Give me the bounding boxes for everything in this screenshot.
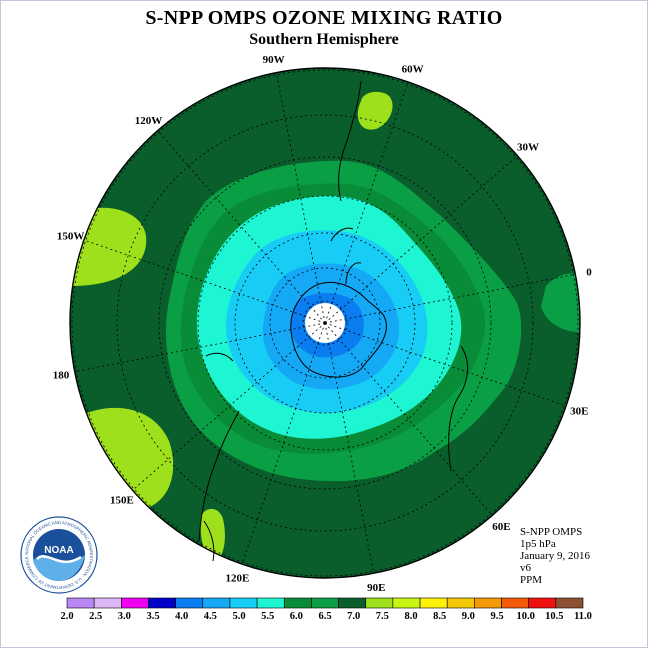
colorbar-swatch: [229, 597, 258, 609]
antarctica-coast: [290, 281, 387, 378]
colorbar-tick-label: 4.5: [204, 611, 217, 622]
lon-label-150E: 150E: [110, 494, 134, 506]
logo-text: NOAA: [44, 545, 73, 556]
tierra-del-fuego: [330, 227, 354, 242]
ozone-field: [70, 68, 580, 578]
lat-circle-60: [234, 232, 416, 414]
colorbar-tick-label: 2.5: [89, 611, 102, 622]
colorbar-tick-label: 7.5: [376, 611, 389, 622]
lat-circle-20: [71, 69, 579, 577]
lat-circle-80: [302, 300, 348, 346]
field-7.5-blob-3: [71, 407, 174, 509]
lon-label-120E: 120E: [226, 572, 250, 584]
colorbar-swatch: [528, 597, 557, 609]
lon-label-60W: 60W: [402, 64, 424, 76]
colorbar-swatch: [555, 597, 584, 609]
lon-label-90E: 90E: [367, 582, 385, 594]
lon-label-30W: 30W: [517, 142, 539, 154]
colorbar-tick-label: 11.0: [574, 611, 592, 622]
lon-label-0: 0: [586, 267, 592, 279]
info-block: S-NPP OMPS 1p5 hPa January 9, 2016 v6 PP…: [520, 526, 590, 586]
australia-coast: [198, 410, 240, 542]
australia-tas: [203, 520, 215, 562]
colorbar-swatch: [175, 597, 204, 609]
colorbar-swatch: [93, 597, 122, 609]
colorbar-swatch: [66, 597, 95, 609]
info-units: PPM: [520, 574, 543, 586]
noaa-logo: NOAA NATIONAL OCEANIC AND ATMOSPHERIC AD…: [20, 516, 98, 594]
colorbar-tick-label: 10.0: [516, 611, 534, 622]
antarctic-peninsula: [345, 262, 362, 285]
colorbar-tick-label: 8.5: [433, 611, 446, 622]
colorbar-swatch: [446, 597, 475, 609]
colorbar-swatch: [365, 597, 394, 609]
colorbar-tick-label: 3.0: [118, 611, 131, 622]
colorbar-tick-label: 3.5: [146, 611, 159, 622]
lon-label-60E: 60E: [492, 521, 510, 533]
colorbar-swatch: [121, 597, 149, 609]
lon-label-30E: 30E: [570, 406, 588, 418]
field-7.5-blob-2: [71, 207, 147, 286]
colorbar-tick-label: 6.5: [318, 611, 331, 622]
info-level: 1p5 hPa: [520, 538, 556, 550]
colorbar-tick-label: 6.0: [290, 611, 303, 622]
colorbar-tick-label: 4.0: [175, 611, 188, 622]
lat-circle-70: [269, 267, 381, 379]
info-date: January 9, 2016: [520, 550, 590, 562]
lat-circle-40: [158, 156, 492, 490]
info-version: v6: [520, 562, 531, 574]
africa-coast: [448, 345, 468, 472]
colorbar-tick-label: 5.5: [261, 611, 274, 622]
colorbar-tick-label: 9.5: [490, 611, 503, 622]
colorbar-tick-label: 9.0: [462, 611, 475, 622]
lon-label-150W: 150W: [57, 230, 85, 242]
lat-circle-50: [197, 195, 453, 451]
colorbar-swatch: [256, 597, 285, 609]
colorbar-tick-label: 8.0: [404, 611, 417, 622]
field-7.5-blob-1: [357, 91, 393, 130]
colorbar-swatch: [338, 597, 367, 609]
coastlines: [198, 80, 468, 562]
colorbar-swatch: [419, 597, 448, 609]
colorbar-tick-label: 10.5: [545, 611, 563, 622]
colorbar-swatch: [392, 597, 421, 609]
colorbar-swatch: [474, 597, 502, 609]
colorbar-swatch: [311, 597, 339, 609]
page-title: S-NPP OMPS OZONE MIXING RATIO: [145, 7, 503, 29]
colorbar-swatch: [202, 597, 231, 609]
info-instrument: S-NPP OMPS: [520, 526, 583, 538]
lat-circle-30: [116, 114, 534, 532]
lon-label-180: 180: [53, 369, 70, 381]
page-subtitle: Southern Hemisphere: [249, 31, 399, 48]
colorbar-swatch: [501, 597, 529, 609]
new-zealand: [205, 352, 234, 362]
colorbar-tick-label: 5.0: [232, 611, 245, 622]
colorbar-swatch: [148, 597, 176, 609]
logo-bird: [36, 555, 82, 563]
south-america-coast: [338, 80, 362, 202]
lon-label-120W: 120W: [135, 115, 163, 127]
map-boundary: [69, 67, 581, 579]
colorbar-tick-label: 7.0: [347, 611, 360, 622]
colorbar-swatch: [283, 597, 312, 609]
colorbar-tick-label: 2.0: [60, 611, 73, 622]
lon-label-90W: 90W: [263, 54, 285, 66]
graticule: [71, 69, 579, 577]
